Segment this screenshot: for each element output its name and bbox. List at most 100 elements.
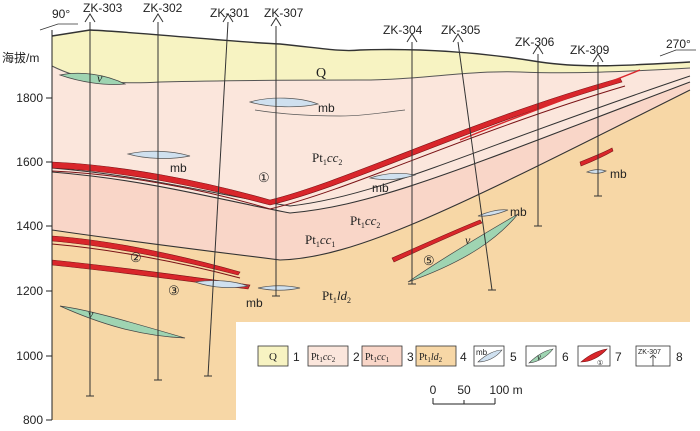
- borehole-label: ZK-302: [143, 1, 183, 15]
- svg-text:1: 1: [293, 350, 300, 364]
- y-tick-label: 1000: [16, 349, 43, 363]
- mb-label: mb: [372, 181, 389, 195]
- marble-lens: [248, 97, 320, 108]
- legend-item-pt1ld2: Pt1ld2 4: [415, 345, 467, 367]
- unit-label-pt1cc1: Pt1cc1: [305, 232, 335, 249]
- borehole-label: ZK-303: [83, 1, 123, 15]
- y-tick-label: 800: [23, 413, 43, 426]
- ore-body-number: ③: [168, 283, 180, 298]
- svg-text:6: 6: [562, 350, 569, 364]
- ore-body-2-b: [51, 243, 241, 279]
- marble-lens: [477, 209, 509, 217]
- svg-text:mb: mb: [476, 348, 488, 357]
- borehole-label: ZK-301: [210, 6, 250, 20]
- borehole-label: ZK-309: [570, 43, 610, 57]
- scale-bar: 0 50 100 m: [430, 383, 523, 405]
- ore-body-number: ⑤: [423, 253, 435, 268]
- svg-text:8: 8: [676, 350, 683, 364]
- svg-text:v: v: [537, 352, 541, 362]
- svg-text:3: 3: [407, 350, 414, 364]
- legend-item-q: Q 1: [257, 345, 300, 367]
- unit-label-q: Q: [316, 66, 326, 81]
- legend-item-borehole: ZK-307 8: [635, 345, 683, 367]
- legend-item-v: v 6: [525, 345, 569, 367]
- marble-lens: [126, 150, 191, 159]
- y-tick-label: 1400: [16, 219, 43, 233]
- svg-text:4: 4: [460, 350, 467, 364]
- ore-body-zk309: [579, 147, 614, 167]
- scale-label: 100 m: [489, 383, 522, 397]
- svg-text:Q: Q: [269, 351, 277, 363]
- cc1-ld2-boundary: [51, 89, 691, 261]
- svg-text:ZK-307: ZK-307: [638, 349, 661, 356]
- unit-pt1cc1-fill: [52, 82, 690, 260]
- ore-body-1-c: [459, 69, 641, 141]
- borehole-label: ZK-305: [441, 23, 481, 37]
- marble-lens: [254, 109, 406, 117]
- legend-panel: [236, 322, 698, 422]
- topography-line: [51, 29, 691, 67]
- azimuth-left-arrow: [39, 23, 78, 31]
- borehole-zk304: [406, 33, 418, 285]
- v-label: v: [465, 233, 471, 247]
- q-base-boundary: [51, 65, 691, 84]
- svg-text:5: 5: [510, 350, 517, 364]
- borehole-zk309: [592, 53, 604, 197]
- mb-label: mb: [610, 167, 627, 181]
- borehole-zk303: [84, 13, 96, 397]
- svg-text:①: ①: [597, 359, 603, 367]
- unit-label-pt1ld2: Pt1ld2: [322, 288, 351, 305]
- inner-cc2-line: [51, 75, 691, 207]
- borehole-label: ZK-307: [264, 6, 304, 20]
- ore-body-1-a: [51, 77, 623, 206]
- azimuth-right-arrow: [659, 49, 696, 57]
- intrusion-lens: [58, 72, 127, 85]
- mb-label: mb: [170, 161, 187, 175]
- borehole-zk302: [152, 13, 164, 381]
- scale-label: 50: [457, 383, 471, 397]
- mb-label: mb: [510, 205, 527, 219]
- svg-text:Pt1cc2: Pt1cc2: [311, 352, 336, 364]
- svg-text:2: 2: [353, 350, 360, 364]
- y-axis-ticks: [46, 97, 52, 421]
- borehole-zk306: [532, 45, 544, 227]
- y-tick-label: 1600: [16, 155, 43, 169]
- ore-body-2: [51, 235, 241, 276]
- marble-lens: [585, 169, 607, 174]
- unit-pt1cc2-fill: [52, 66, 690, 213]
- ore-body-5: [391, 219, 483, 263]
- y-tick-label: 1200: [16, 284, 43, 298]
- ore-body-number: ①: [258, 170, 270, 185]
- v-label: v: [88, 307, 94, 321]
- unit-label-pt1cc2-lower: Pt1cc2: [350, 213, 380, 230]
- svg-text:Pt1cc1: Pt1cc1: [365, 352, 390, 364]
- legend-item-pt1cc1: Pt1cc1 3: [361, 345, 414, 367]
- svg-text:Pt1ld2: Pt1ld2: [419, 352, 443, 364]
- mb-label: mb: [318, 101, 335, 115]
- scale-label: 0: [430, 383, 437, 397]
- y-axis-title: 海拔/m: [2, 50, 39, 65]
- legend-item-ore: ① 7: [577, 345, 622, 367]
- borehole-zk305: [452, 33, 496, 291]
- unit-q-fill: [52, 30, 690, 83]
- ore-body-number: ②: [130, 250, 142, 265]
- borehole-label: ZK-306: [515, 35, 555, 49]
- borehole-zk307: [270, 17, 282, 297]
- marble-lens: [257, 285, 301, 291]
- borehole-zk301: [204, 13, 234, 377]
- marble-lens: [194, 280, 250, 288]
- intrusion-lens: [407, 213, 519, 283]
- ore-body-1-b: [51, 85, 626, 210]
- legend-item-pt1cc2: Pt1cc2 2: [307, 345, 360, 367]
- azimuth-right: 270°: [666, 37, 691, 51]
- mb-label: mb: [246, 296, 263, 310]
- marble-lens: [368, 172, 417, 181]
- borehole-label: ZK-304: [383, 23, 423, 37]
- svg-text:7: 7: [615, 350, 622, 364]
- legend-item-mb: mb 5: [473, 345, 517, 367]
- y-tick-label: 1800: [16, 91, 43, 105]
- v-label: v: [97, 71, 103, 85]
- cc2-cc1-boundary: [51, 81, 691, 214]
